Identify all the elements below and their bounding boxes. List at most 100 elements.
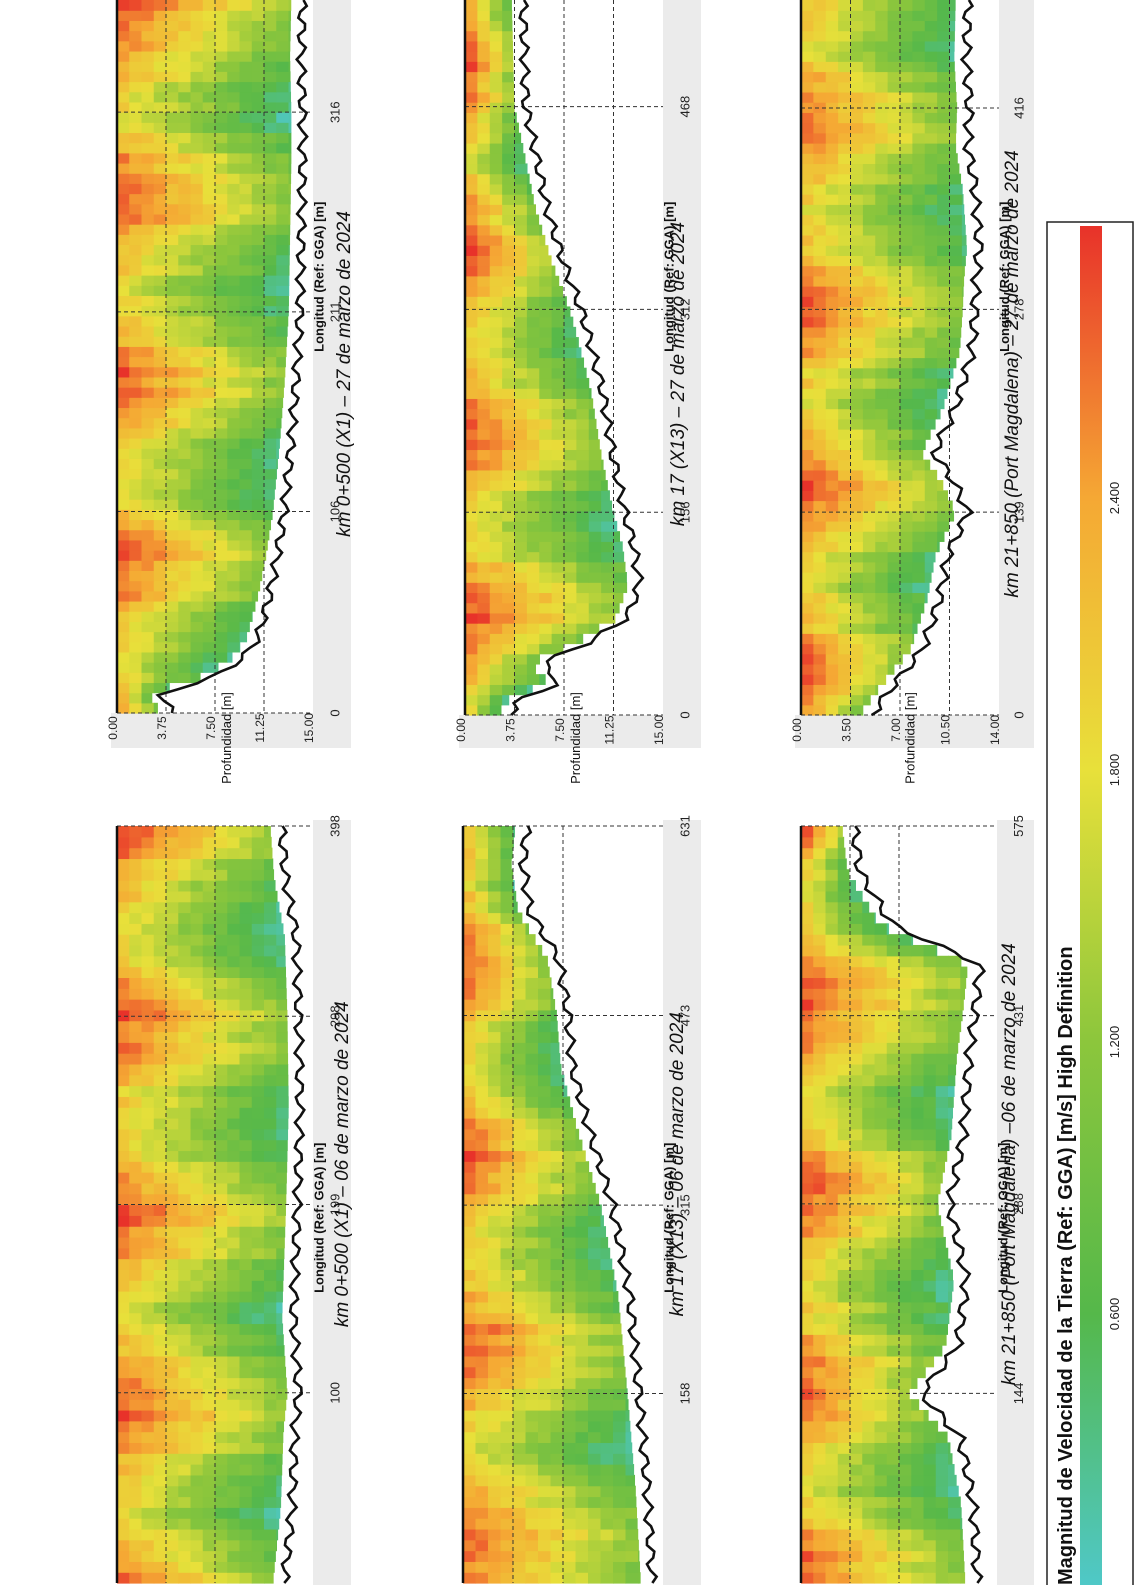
heatmap-cell — [911, 1431, 925, 1444]
heatmap-cell — [190, 407, 204, 419]
heatmap-cell — [525, 1518, 539, 1530]
heatmap-cell — [837, 1507, 851, 1519]
heatmap-cell — [862, 480, 876, 491]
heatmap-cell — [550, 1031, 559, 1043]
heatmap-cell — [937, 326, 951, 338]
heatmap-cell — [801, 880, 814, 892]
heatmap-cell — [178, 590, 192, 602]
heatmap-cell — [153, 275, 167, 286]
heatmap-cell — [850, 1572, 863, 1584]
heatmap-cell — [850, 1161, 863, 1173]
heatmap-cell — [264, 1474, 277, 1487]
heatmap-cell — [813, 520, 827, 532]
heatmap-cell — [875, 132, 889, 144]
heatmap-cell — [850, 71, 864, 83]
heatmap-cell — [601, 551, 615, 563]
heatmap-cell — [850, 1258, 863, 1270]
heatmap-cell — [141, 869, 155, 881]
heatmap-cell — [227, 193, 241, 205]
heatmap-cell — [862, 255, 876, 267]
heatmap-cell — [129, 275, 143, 286]
heatmap-cell — [899, 1345, 912, 1357]
heatmap-cell — [264, 1020, 277, 1033]
heatmap-cell — [825, 326, 839, 338]
heatmap-cell — [276, 295, 289, 307]
heatmap-cell — [153, 437, 167, 449]
heatmap-cell — [227, 315, 241, 327]
heatmap-cell — [477, 439, 491, 451]
heatmap-cell — [190, 1409, 204, 1422]
heatmap-cell — [801, 551, 814, 563]
heatmap-cell — [937, 30, 951, 42]
heatmap-cell — [825, 999, 839, 1011]
heatmap-cell — [500, 1215, 514, 1227]
heatmap-cell — [937, 0, 951, 11]
heatmap-cell — [153, 142, 167, 154]
heatmap-cell — [251, 1528, 265, 1541]
heatmap-cell — [588, 1291, 602, 1303]
heatmap-cell — [129, 509, 143, 521]
heatmap-cell — [948, 1031, 960, 1043]
heatmap-cell — [801, 132, 814, 144]
heatmap-cell — [129, 152, 143, 164]
heatmap-cell — [239, 397, 253, 409]
heatmap-cell — [264, 162, 277, 174]
heatmap-cell — [538, 1031, 552, 1043]
heatmap-cell — [178, 662, 192, 673]
heatmap-cell — [202, 81, 216, 93]
heatmap-cell — [801, 91, 814, 103]
heatmap-cell — [935, 1507, 949, 1519]
heatmap-cell — [937, 234, 951, 246]
heatmap-cell — [465, 541, 478, 553]
heatmap-cell — [129, 234, 143, 246]
heatmap-cell — [488, 1518, 502, 1530]
heatmap-cell — [538, 1474, 552, 1487]
heatmap-cell — [215, 285, 228, 296]
heatmap-cell — [875, 214, 889, 226]
heatmap-cell — [613, 1442, 627, 1454]
heatmap-cell — [190, 1388, 204, 1400]
heatmap-cell — [215, 203, 228, 215]
heatmap-cell — [276, 1161, 288, 1173]
heatmap-cell — [153, 356, 167, 368]
heatmap-cell — [564, 469, 577, 481]
heatmap-cell — [475, 1042, 489, 1054]
heatmap-cell — [202, 213, 216, 225]
heatmap-cell — [117, 30, 130, 42]
heatmap-cell — [465, 459, 478, 471]
heatmap-cell — [613, 1291, 619, 1303]
heatmap-cell — [129, 1085, 143, 1097]
heatmap-cell — [525, 1063, 539, 1076]
heatmap-cell — [924, 143, 938, 154]
heatmap-cell — [924, 520, 938, 532]
heatmap-cell — [227, 1161, 241, 1173]
heatmap-cell — [837, 1496, 851, 1508]
heatmap-cell — [886, 1355, 900, 1368]
heatmap-cell — [525, 1042, 539, 1054]
heatmap-cell — [837, 1399, 851, 1411]
heatmap-cell — [489, 367, 503, 379]
heatmap-cell — [117, 966, 130, 978]
heatmap-cell — [166, 397, 179, 409]
heatmap-cell — [117, 631, 130, 643]
heatmap-cell — [513, 880, 515, 892]
heatmap-cell — [239, 1485, 253, 1498]
heatmap-cell — [166, 1280, 179, 1292]
heatmap-cell — [117, 20, 130, 32]
heatmap-cell — [251, 1366, 265, 1379]
heatmap-cell — [801, 1453, 814, 1465]
heatmap-cell — [923, 1258, 937, 1270]
heatmap-cell — [875, 551, 889, 563]
heatmap-cell — [202, 955, 216, 968]
heatmap-cell — [801, 901, 814, 914]
heatmap-cell — [153, 1128, 167, 1141]
heatmap-cell — [862, 1042, 876, 1054]
heatmap-cell — [538, 1193, 552, 1206]
heatmap-cell — [227, 50, 241, 62]
heatmap-cell — [960, 1550, 964, 1562]
heatmap-cell — [850, 61, 864, 73]
heatmap-cell — [502, 398, 516, 410]
heatmap-cell — [525, 1496, 539, 1508]
heatmap-cell — [564, 490, 577, 502]
heatmap-cell — [502, 408, 516, 420]
